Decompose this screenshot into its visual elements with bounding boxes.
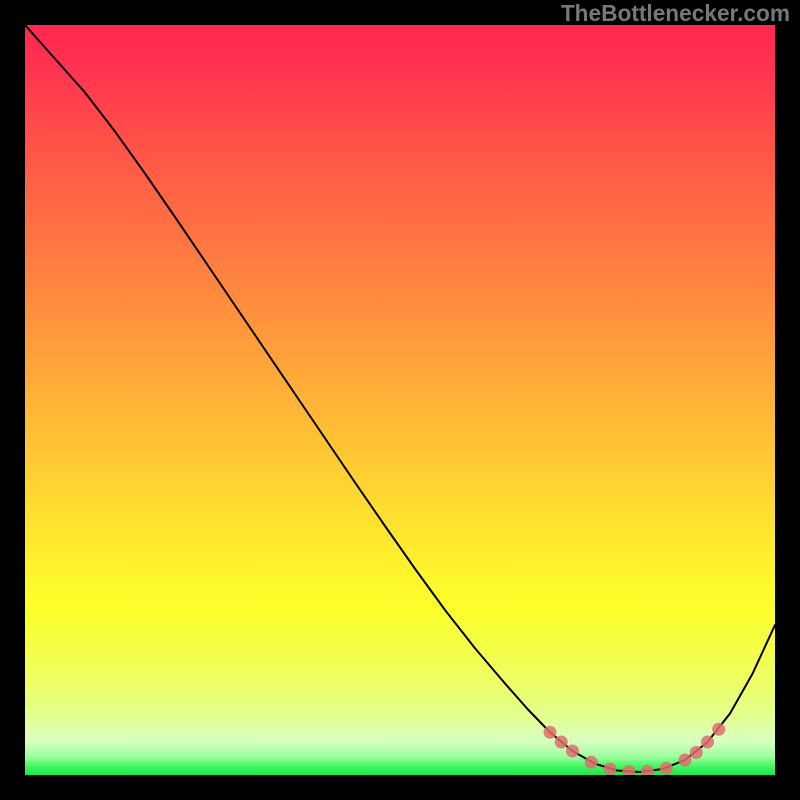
marker-point [679,754,692,767]
plot-area [25,25,775,775]
marker-point [701,736,714,749]
marker-point [690,746,703,759]
marker-point [544,726,557,739]
marker-point [660,762,673,775]
marker-point [712,723,725,736]
marker-point [566,745,579,758]
marker-point [604,763,617,776]
marker-point [555,736,568,749]
chart-container: TheBottlenecker.com [0,0,800,800]
gradient-background [25,25,775,775]
marker-point [585,756,598,769]
watermark-label: TheBottlenecker.com [561,0,790,27]
